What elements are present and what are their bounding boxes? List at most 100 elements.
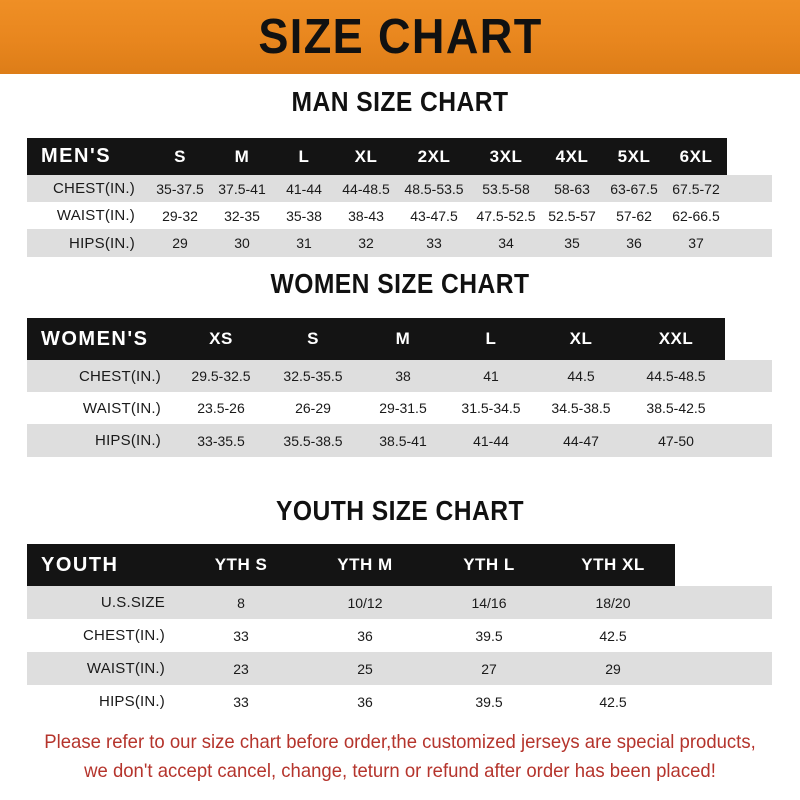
- men-hips-8: 37: [688, 235, 704, 251]
- women-hips-4: 44-47: [563, 432, 599, 449]
- disclaimer-line-1: Please refer to our size chart before or…: [44, 731, 756, 753]
- women-waist-5: 38.5-42.5: [646, 400, 706, 416]
- women-size-col-2: M: [395, 329, 411, 348]
- men-header-label: MEN'S: [41, 145, 112, 167]
- youth-ussize-tail: [675, 586, 772, 619]
- page-banner: SIZE CHART: [0, 0, 800, 74]
- women-chest-1: 32.5-35.5: [283, 368, 343, 384]
- youth-size-table: YOUTH YTH S YTH M YTH L YTH XL U.S.SIZE …: [27, 544, 772, 718]
- youth-size-col-3: YTH XL: [581, 555, 645, 574]
- men-waist-2: 35-38: [286, 207, 322, 224]
- men-hips-5: 34: [498, 235, 514, 251]
- table-row: HIPS(IN.) 29 30 31 32 33 34 35 36 37: [27, 229, 772, 257]
- women-size-col-1: S: [307, 329, 319, 348]
- page-title: SIZE CHART: [257, 9, 543, 64]
- youth-hips-2: 39.5: [475, 693, 503, 710]
- men-size-col-1: M: [234, 146, 250, 166]
- men-chest-3: 44-48.5: [342, 180, 390, 197]
- table-row: HIPS(IN.) 33-35.5 35.5-38.5 38.5-41 41-4…: [27, 424, 772, 457]
- youth-waist-0: 23: [233, 660, 249, 677]
- youth-hips-tail: [675, 685, 772, 718]
- men-chest-4: 48.5-53.5: [404, 180, 464, 197]
- youth-header-label: YOUTH: [41, 553, 119, 576]
- youth-row-label-hips: HIPS(IN.): [99, 693, 165, 710]
- youth-size-col-0: YTH S: [214, 555, 268, 574]
- men-size-table: MEN'S S M L XL 2XL 3XL 4XL 5XL 6XL CHEST…: [27, 138, 772, 257]
- men-hips-tail: [727, 229, 772, 257]
- women-hips-1: 35.5-38.5: [283, 432, 343, 449]
- youth-section-title: YOUTH SIZE CHART: [276, 495, 524, 526]
- men-chest-1: 37.5-41: [218, 180, 266, 197]
- women-hips-0: 33-35.5: [197, 432, 245, 449]
- men-waist-1: 32-35: [224, 207, 260, 224]
- men-header-row: MEN'S S M L XL 2XL 3XL 4XL 5XL 6XL: [27, 138, 772, 175]
- youth-ussize-0: 8: [237, 594, 245, 611]
- women-waist-1: 26-29: [295, 400, 331, 416]
- table-row: U.S.SIZE 8 10/12 14/16 18/20: [27, 586, 772, 619]
- women-size-table: WOMEN'S XS S M L XL XXL CHEST(IN.) 29.5-…: [27, 318, 772, 457]
- table-row: CHEST(IN.) 29.5-32.5 32.5-35.5 38 41 44.…: [27, 360, 772, 392]
- men-row-label-chest: CHEST(IN.): [53, 180, 135, 197]
- women-waist-0: 23.5-26: [197, 400, 245, 416]
- men-size-col-4: 2XL: [417, 146, 451, 166]
- men-waist-8: 62-66.5: [672, 207, 720, 224]
- youth-waist-2: 27: [481, 660, 497, 677]
- women-chest-3: 41: [483, 368, 499, 384]
- youth-chest-1: 36: [357, 627, 373, 644]
- men-waist-6: 52.5-57: [548, 207, 596, 224]
- women-waist-3: 31.5-34.5: [461, 400, 521, 416]
- youth-hips-0: 33: [233, 693, 249, 710]
- order-disclaimer: Please refer to our size chart before or…: [20, 728, 780, 786]
- women-hips-tail: [725, 424, 772, 457]
- men-chest-tail: [727, 175, 772, 202]
- women-header-tail: [725, 318, 772, 360]
- men-hips-1: 30: [234, 235, 250, 251]
- men-hips-4: 33: [426, 235, 442, 251]
- table-row: WAIST(IN.) 29-32 32-35 35-38 38-43 43-47…: [27, 202, 772, 229]
- women-row-label-chest: CHEST(IN.): [79, 367, 161, 385]
- women-row-label-hips: HIPS(IN.): [95, 432, 161, 449]
- women-hips-5: 47-50: [658, 432, 694, 449]
- men-waist-7: 57-62: [616, 207, 652, 224]
- women-chest-2: 38: [395, 368, 411, 384]
- women-chest-0: 29.5-32.5: [191, 368, 251, 384]
- youth-waist-3: 29: [605, 660, 621, 677]
- women-hips-2: 38.5-41: [379, 432, 427, 449]
- men-chest-0: 35-37.5: [156, 180, 204, 197]
- men-size-col-5: 3XL: [489, 146, 523, 166]
- men-hips-2: 31: [296, 235, 312, 251]
- men-size-col-8: 6XL: [679, 146, 713, 166]
- men-hips-7: 36: [626, 235, 642, 251]
- men-chest-6: 58-63: [554, 180, 590, 197]
- men-row-label-waist: WAIST(IN.): [56, 207, 135, 224]
- men-row-label-hips: HIPS(IN.): [69, 234, 135, 252]
- women-chest-5: 44.5-48.5: [646, 368, 706, 384]
- youth-waist-1: 25: [357, 660, 373, 677]
- men-waist-3: 38-43: [348, 207, 384, 224]
- youth-chest-0: 33: [233, 627, 249, 644]
- youth-row-label-waist: WAIST(IN.): [86, 660, 165, 677]
- youth-chest-2: 39.5: [475, 627, 503, 644]
- men-chest-8: 67.5-72: [672, 180, 720, 197]
- women-size-col-4: XL: [569, 329, 593, 348]
- men-waist-tail: [727, 202, 772, 229]
- women-section-title: WOMEN SIZE CHART: [270, 268, 530, 299]
- women-chest-tail: [725, 360, 772, 392]
- women-waist-4: 34.5-38.5: [551, 400, 611, 416]
- men-hips-3: 32: [358, 235, 374, 251]
- men-waist-4: 43-47.5: [410, 207, 458, 224]
- men-waist-5: 47.5-52.5: [476, 207, 536, 224]
- men-section-title: MAN SIZE CHART: [291, 86, 509, 117]
- men-size-col-6: 4XL: [555, 146, 589, 166]
- women-size-col-5: XXL: [658, 329, 694, 348]
- women-waist-2: 29-31.5: [379, 400, 427, 416]
- table-row: WAIST(IN.) 23.5-26 26-29 29-31.5 31.5-34…: [27, 392, 772, 424]
- table-row: CHEST(IN.) 33 36 39.5 42.5: [27, 619, 772, 652]
- youth-hips-3: 42.5: [599, 693, 627, 710]
- women-waist-tail: [725, 392, 772, 424]
- men-size-col-0: S: [174, 146, 186, 166]
- men-size-col-7: 5XL: [617, 146, 651, 166]
- youth-waist-tail: [675, 652, 772, 685]
- youth-ussize-1: 10/12: [347, 594, 383, 611]
